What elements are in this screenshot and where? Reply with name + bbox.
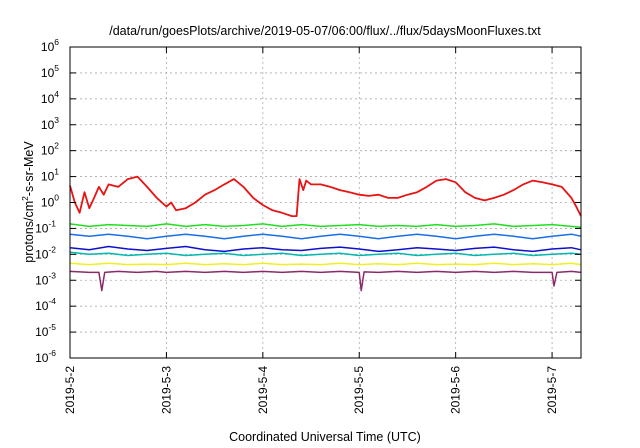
y-tick-label: 10-5 — [35, 322, 56, 339]
x-axis-label: Coordinated Universal Time (UTC) — [229, 430, 421, 444]
y-tick-label: 104 — [41, 89, 59, 106]
y-tick-label: 103 — [41, 115, 59, 132]
y-tick-label: 10-1 — [35, 218, 56, 235]
x-tick-label: 2019-5-5 — [352, 366, 366, 414]
y-tick-label: 10-3 — [35, 270, 56, 287]
y-tick-base: 10 — [41, 118, 55, 132]
series-lines — [69, 175, 582, 292]
y-tick-label: 102 — [41, 141, 59, 158]
y-tick-exp: 3 — [54, 115, 59, 125]
y-tick-base: 10 — [41, 66, 55, 80]
y-tick-base: 10 — [35, 273, 49, 287]
y-tick-label: 106 — [41, 37, 59, 54]
y-axis-label-rest: -s-sr-MeV — [22, 141, 36, 197]
y-tick-exp: 0 — [54, 193, 59, 203]
y-tick-exp: -4 — [48, 296, 56, 306]
y-tick-exp: -6 — [48, 348, 56, 358]
y-tick-exp: 4 — [54, 89, 59, 99]
y-tick-base: 10 — [41, 40, 55, 54]
y-tick-base: 10 — [35, 351, 49, 365]
y-axis-label-base: protons/cm — [22, 201, 36, 263]
y-tick-base: 10 — [41, 144, 55, 158]
series-line-1 — [69, 175, 582, 218]
y-tick-base: 10 — [41, 92, 55, 106]
y-tick-exp: 2 — [54, 141, 59, 151]
series-line-2 — [69, 223, 582, 229]
x-tick-label: 2019-5-4 — [256, 366, 270, 414]
y-tick-exp: -2 — [48, 244, 56, 254]
x-tick-label: 2019-5-7 — [545, 366, 559, 414]
series-line-5 — [69, 251, 582, 257]
y-tick-label: 105 — [41, 63, 59, 80]
y-tick-exp: 5 — [54, 63, 59, 73]
y-tick-label: 10-6 — [35, 348, 56, 365]
y-tick-exp: -5 — [48, 322, 56, 332]
y-tick-base: 10 — [35, 325, 49, 339]
y-tick-base: 10 — [35, 221, 49, 235]
x-axis-ticks: 2019-5-2 2019-5-3 2019-5-4 2019-5-5 2019-5-6… — [63, 47, 559, 414]
y-tick-base: 10 — [41, 196, 55, 210]
grid-lines — [70, 47, 581, 358]
chart-title: /data/run/goesPlots/archive/2019-05-07/0… — [109, 24, 541, 38]
y-tick-exp: 1 — [54, 167, 59, 177]
x-tick-label: 2019-5-3 — [159, 366, 173, 414]
y-tick-exp: 6 — [54, 37, 59, 47]
x-tick-label: 2019-5-6 — [449, 366, 463, 414]
series-line-3 — [69, 233, 582, 240]
y-tick-label: 100 — [41, 193, 59, 210]
y-tick-exp: -3 — [48, 270, 56, 280]
y-tick-label: 10-4 — [35, 296, 56, 313]
y-tick-base: 10 — [35, 299, 49, 313]
series-line-7 — [69, 270, 582, 292]
y-axis-label-sup: 2 — [20, 196, 30, 201]
y-tick-exp: -1 — [48, 218, 56, 228]
y-tick-base: 10 — [35, 247, 49, 261]
series-line-6 — [69, 262, 582, 266]
y-tick-base: 10 — [41, 170, 55, 184]
x-tick-label: 2019-5-2 — [63, 366, 77, 414]
y-axis-ticks: 10610510410310210110010-110-210-310-410-… — [35, 37, 581, 365]
series-line-4 — [69, 245, 582, 253]
y-axis-label: protons/cm2-s-sr-MeV — [20, 141, 36, 263]
y-tick-label: 10-2 — [35, 244, 56, 261]
y-tick-label: 101 — [41, 167, 59, 184]
